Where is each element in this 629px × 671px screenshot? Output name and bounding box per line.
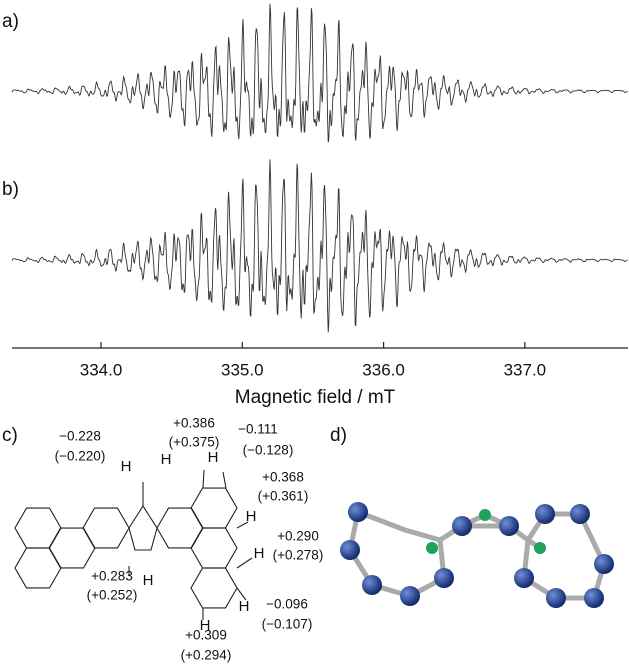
coupling-value: +0.290 <box>277 529 319 544</box>
orbital-lobe <box>584 588 604 608</box>
atom-label: H <box>121 458 132 475</box>
spectrum <box>12 4 628 143</box>
atom-label: H <box>208 449 219 466</box>
orbital-lobe <box>434 568 454 588</box>
atom-label: H <box>143 572 154 589</box>
ring <box>191 488 237 528</box>
ring <box>15 548 61 588</box>
coupling-calc: (+0.252) <box>87 588 138 603</box>
panel-label: a) <box>2 11 19 32</box>
ring <box>157 508 203 548</box>
coupling-value: −0.111 <box>238 422 278 437</box>
orbital-lobe <box>362 575 382 595</box>
atom-label: H <box>239 598 250 615</box>
atom-label: H <box>161 451 172 468</box>
ring <box>15 508 61 548</box>
panel-label: d) <box>330 425 347 446</box>
spectrum <box>12 159 628 332</box>
bond <box>405 530 440 540</box>
ring <box>191 528 237 568</box>
atom-label: H <box>254 545 265 562</box>
ring <box>191 568 237 608</box>
x-tick-label: 336.0 <box>362 360 405 379</box>
bond <box>237 558 252 568</box>
coupling-value: +0.283 <box>91 569 133 584</box>
bond <box>203 470 204 488</box>
coupling-calc: (+0.375) <box>169 435 220 450</box>
orbital-lobe <box>452 516 472 536</box>
orbital-lobe <box>546 588 566 608</box>
x-tick-label: 337.0 <box>504 360 547 379</box>
coupling-value: −0.096 <box>266 597 308 612</box>
bond <box>223 472 226 488</box>
atom-label: H <box>246 508 257 525</box>
coupling-calc: (−0.107) <box>262 617 313 632</box>
orbital-lobe <box>570 504 590 524</box>
orbital-lobe <box>400 586 420 606</box>
x-tick-label: 335.0 <box>221 360 264 379</box>
ring <box>49 528 95 568</box>
nitrogen <box>479 509 491 521</box>
orbital-lobe <box>348 502 368 522</box>
panel-label: b) <box>2 179 19 200</box>
ring <box>129 506 157 550</box>
nitrogen <box>426 542 438 554</box>
axis-label: Magnetic field / mT <box>235 387 396 408</box>
orbital-lobe <box>499 516 519 536</box>
coupling-calc: (−0.220) <box>55 449 106 464</box>
panel-label: c) <box>2 425 18 446</box>
orbital-lobe <box>535 504 555 524</box>
coupling-calc: (−0.128) <box>243 443 294 458</box>
figure: a) b) c) d) Magnetic field / mT 334.0 335… <box>0 0 629 671</box>
coupling-value: −0.228 <box>59 429 101 444</box>
coupling-calc: (+0.361) <box>258 489 309 504</box>
coupling-calc: (+0.294) <box>181 648 232 663</box>
ring <box>83 508 129 548</box>
orbital-lobe <box>514 568 534 588</box>
coupling-value: +0.386 <box>173 416 215 431</box>
orbital-lobe <box>340 540 360 560</box>
coupling-value: +0.309 <box>185 628 227 643</box>
molecule-render <box>340 502 614 608</box>
nitrogen <box>534 542 546 554</box>
x-tick-label: 334.0 <box>80 360 123 379</box>
coupling-value: +0.368 <box>262 470 304 485</box>
orbital-lobe <box>594 554 614 574</box>
coupling-calc: (+0.278) <box>273 548 324 563</box>
